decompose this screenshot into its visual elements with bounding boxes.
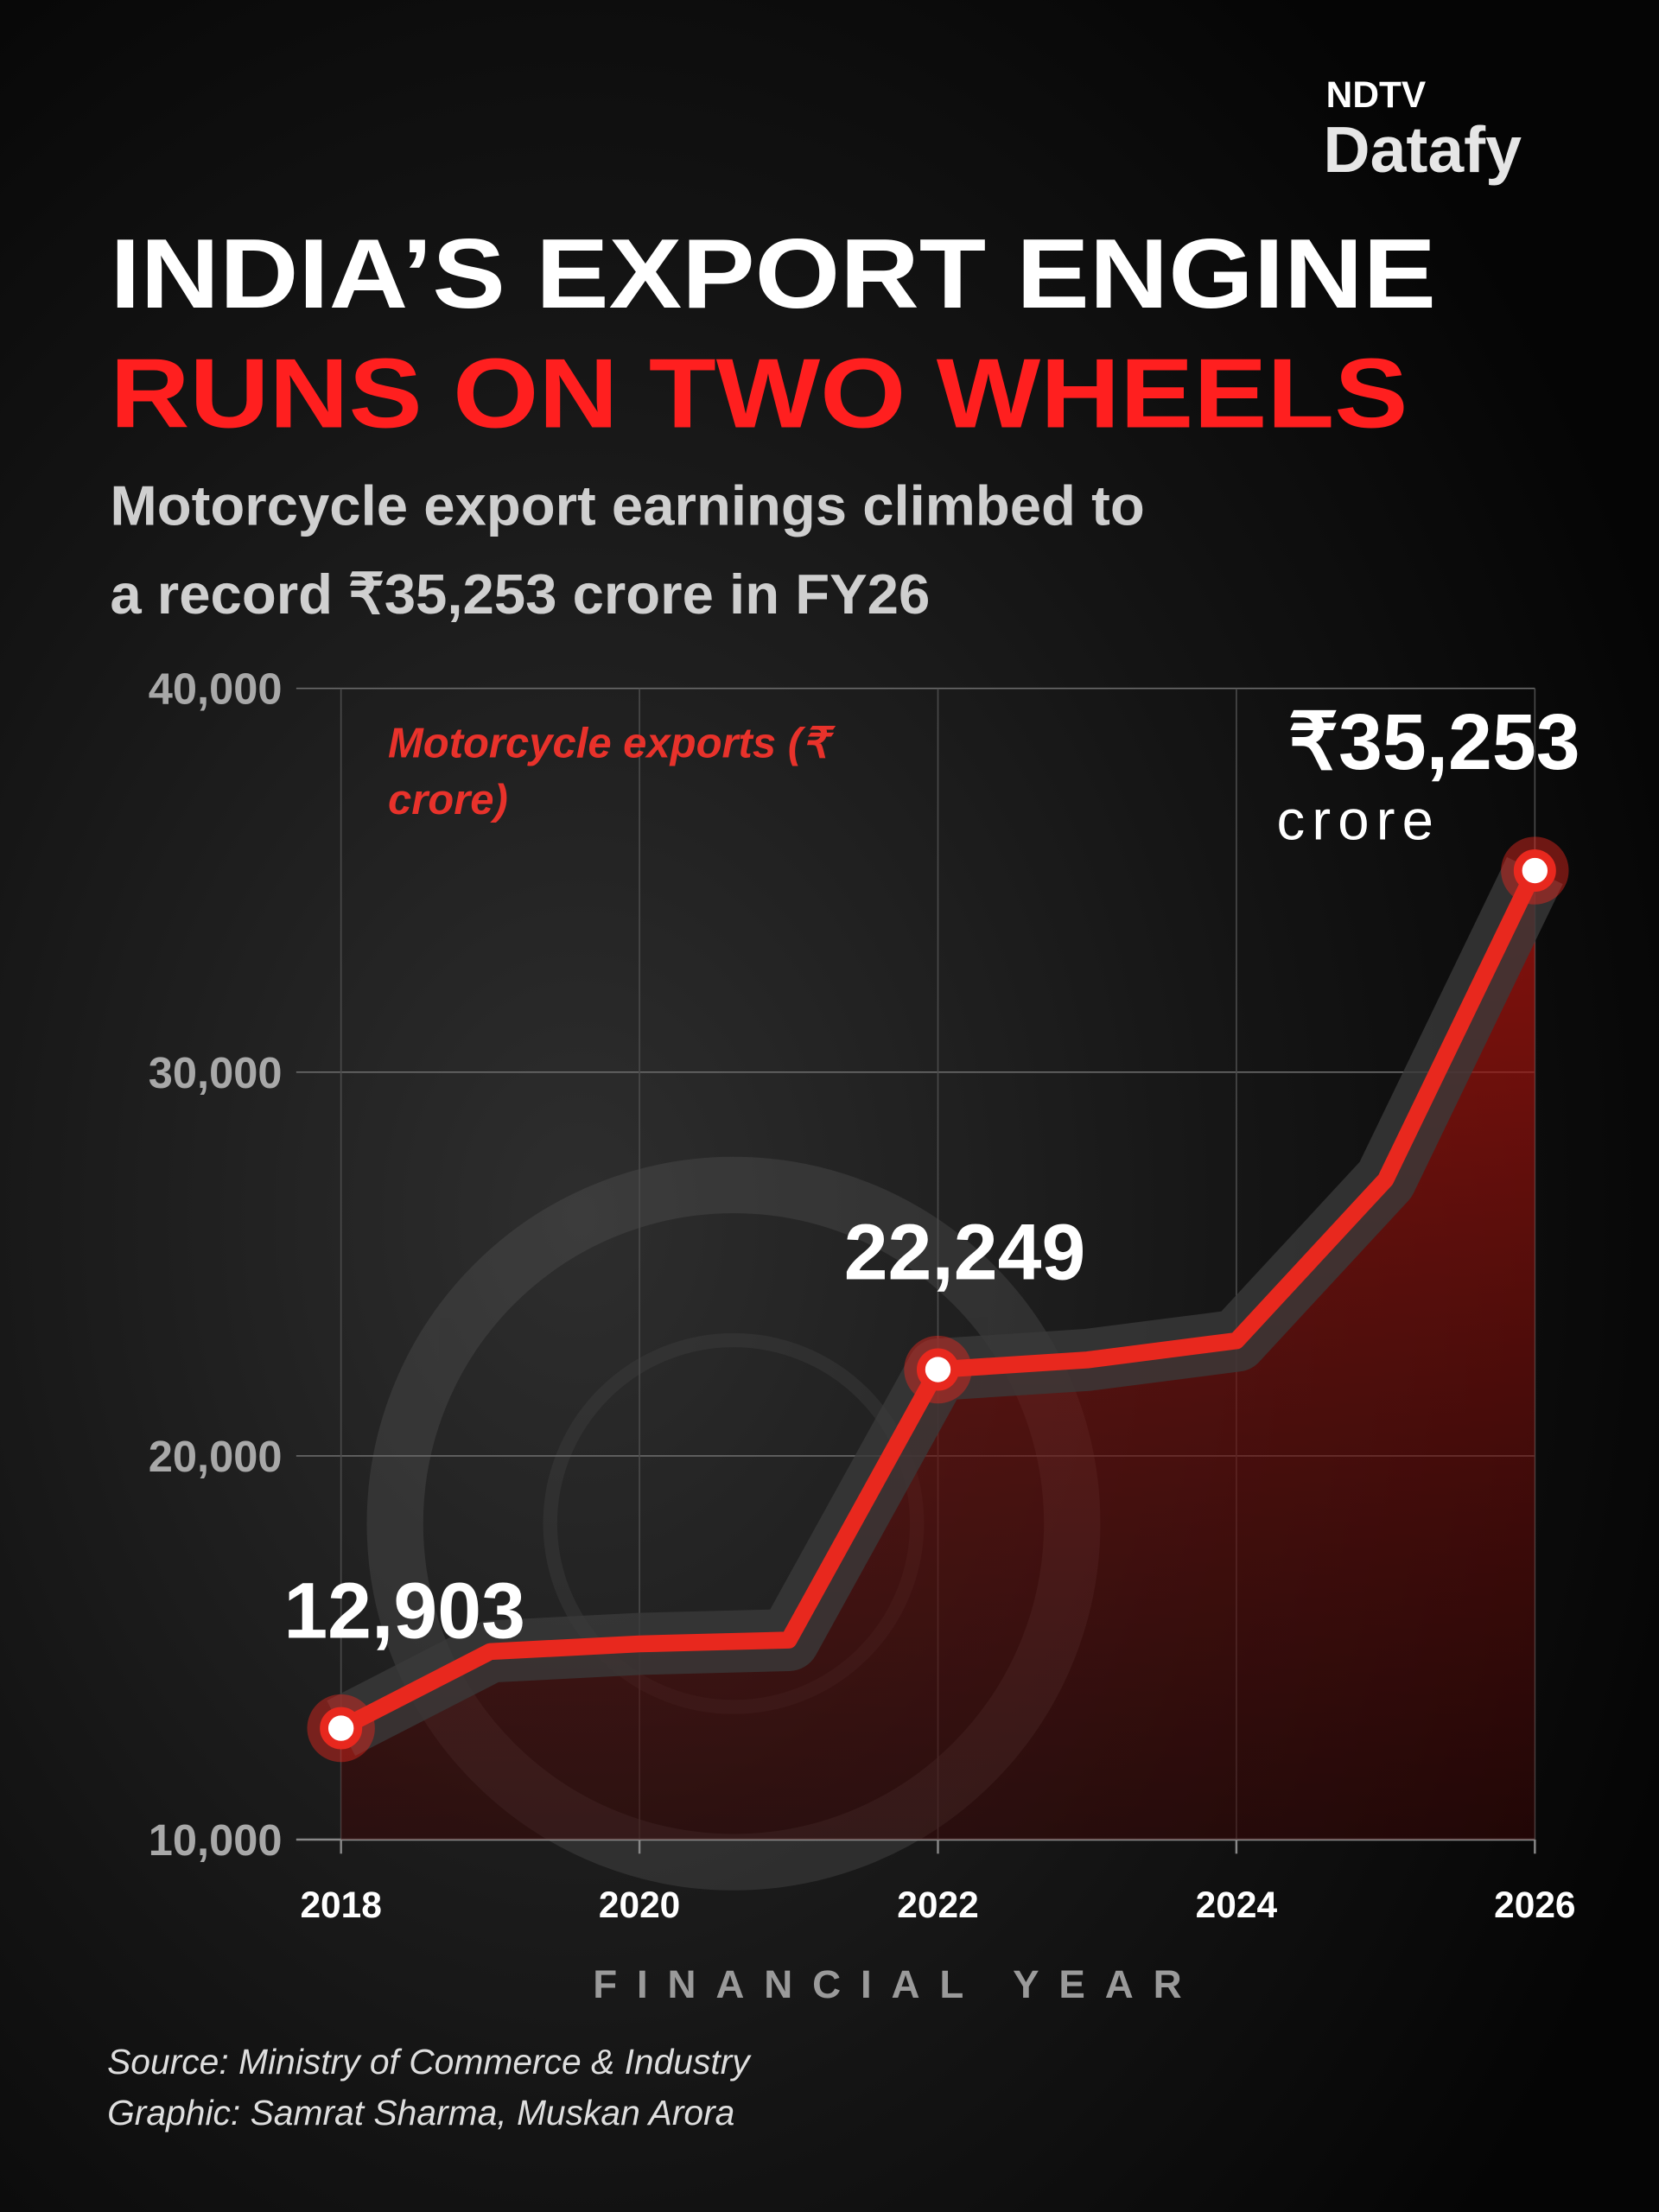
marker	[320, 1707, 363, 1750]
title-line: RUNS ON TWO WHEELS	[110, 340, 1408, 449]
x-axis-title: FINANCIAL YEAR	[593, 1962, 1201, 2006]
subtitle-line: a record ₹35,253 crore in FY26	[110, 563, 930, 626]
marker	[1513, 849, 1556, 893]
title-line: INDIA’S EXPORT ENGINE	[110, 219, 1436, 329]
x-tick-label: 2024	[1196, 1885, 1278, 1925]
x-tick-label: 2022	[897, 1885, 978, 1925]
x-tick-label: 2020	[599, 1885, 680, 1925]
area	[340, 870, 1535, 1840]
y-tick-label: 40,000	[149, 664, 283, 714]
x-tick-label: 2026	[1494, 1885, 1575, 1925]
marker	[917, 1348, 959, 1391]
x-tick-label: 2018	[300, 1885, 381, 1925]
brand-bottom: Datafy	[1323, 113, 1522, 186]
y-tick-label: 10,000	[149, 1815, 283, 1865]
legend-label: Motorcycle exports (₹ crore)	[387, 721, 830, 824]
value-label: ₹35,253	[1288, 698, 1580, 786]
brand-top: NDTV	[1326, 74, 1427, 115]
legend: Motorcycle exports (₹ crore)	[387, 721, 830, 824]
subtitle-line: Motorcycle export earnings climbed to	[110, 474, 1144, 537]
value-unit: crore	[1277, 789, 1441, 852]
value-label: 22,249	[844, 1209, 1086, 1297]
source: Source: Ministry of Commerce & Industry	[107, 2042, 752, 2082]
credit: Graphic: Samrat Sharma, Muskan Arora	[107, 2093, 734, 2133]
y-tick-label: 20,000	[149, 1432, 283, 1481]
value-label: 12,903	[283, 1567, 525, 1656]
y-tick-label: 30,000	[149, 1048, 283, 1097]
